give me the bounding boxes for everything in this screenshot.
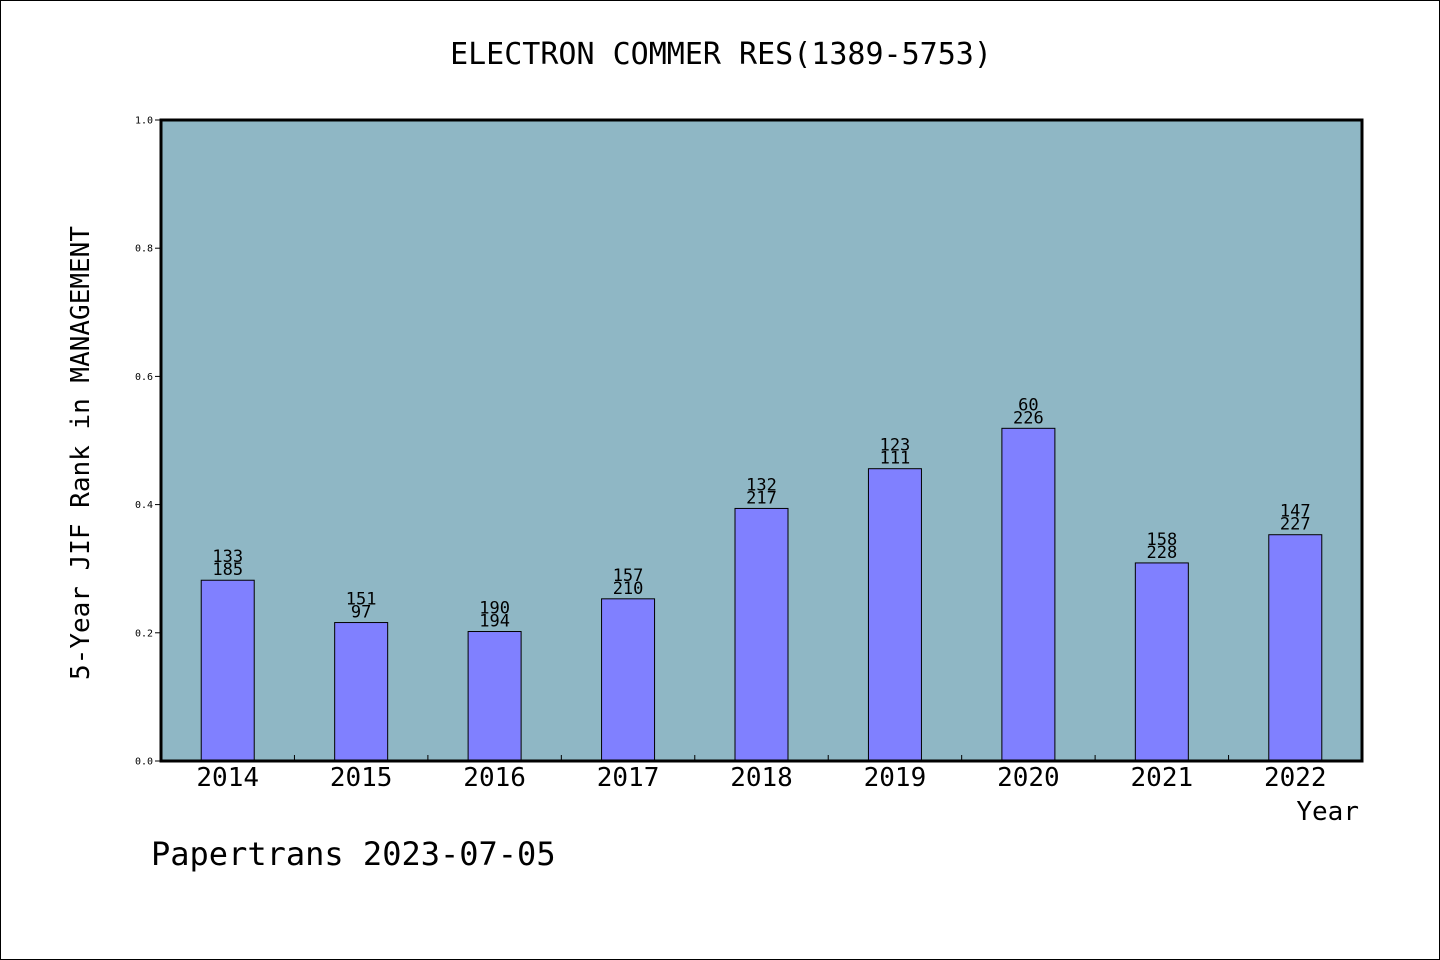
x-tick-label: 2022 xyxy=(1264,763,1327,793)
bar-label-bottom: 228 xyxy=(1146,543,1177,563)
x-tick-label: 2021 xyxy=(1131,763,1194,793)
bar-label-bottom: 97 xyxy=(351,603,371,623)
bar-label-top: 133 xyxy=(212,547,243,567)
bar-2017 xyxy=(601,598,656,762)
bar-label-top: 158 xyxy=(1146,530,1177,550)
bar-label-top: 190 xyxy=(479,599,510,619)
x-tick-label: 2018 xyxy=(730,763,793,793)
bar-2015 xyxy=(334,622,389,762)
bar-2018 xyxy=(734,507,789,762)
bar-label-bottom: 111 xyxy=(880,449,911,469)
x-tick-label: 2019 xyxy=(864,763,927,793)
bar-2014 xyxy=(200,579,255,762)
bar-label-bottom: 194 xyxy=(479,612,510,632)
bar-label-bottom: 227 xyxy=(1280,515,1311,535)
x-axis: 2014 2015 2016 2017 2018 2019 2020 2021 2022 xyxy=(196,755,1327,793)
bar-label-bottom: 217 xyxy=(746,488,777,508)
x-tick-label: 2015 xyxy=(330,763,393,793)
y-axis: 0.0 0.2 0.4 0.6 0.8 1.0 xyxy=(135,116,161,768)
x-tick-label: 2020 xyxy=(997,763,1060,793)
bar-label-bottom: 210 xyxy=(613,579,644,599)
plot-border xyxy=(159,118,1364,763)
y-tick-label: 0.0 xyxy=(135,757,153,768)
y-tick-label: 0.4 xyxy=(135,500,153,511)
bar-label-bottom: 226 xyxy=(1013,408,1044,428)
bar-2022 xyxy=(1268,534,1323,762)
footer-text: Papertrans 2023-07-05 xyxy=(151,835,556,873)
y-tick-label: 0.2 xyxy=(135,628,153,639)
bar-label-top: 151 xyxy=(346,590,377,610)
x-tick-label: 2017 xyxy=(597,763,660,793)
y-tick-label: 1.0 xyxy=(135,116,153,127)
x-axis-label: Year xyxy=(1296,797,1359,827)
bar-2016 xyxy=(467,631,522,762)
bar-2019 xyxy=(867,468,922,762)
y-tick-label: 0.8 xyxy=(135,244,153,255)
bar-2021 xyxy=(1134,562,1189,762)
bar-label-top: 132 xyxy=(746,475,777,495)
x-tick-label: 2016 xyxy=(463,763,526,793)
bar-label-top: 60 xyxy=(1018,395,1038,415)
bar-label-top: 157 xyxy=(613,566,644,586)
chart-title: ELECTRON COMMER RES(1389-5753) xyxy=(450,37,992,72)
bar-label-top: 123 xyxy=(880,436,911,456)
bar-label-bottom: 185 xyxy=(212,560,243,580)
bar-2020 xyxy=(1001,427,1056,762)
bar-label-top: 147 xyxy=(1280,502,1311,522)
x-tick-label: 2014 xyxy=(196,763,259,793)
y-tick-label: 0.6 xyxy=(135,372,153,383)
